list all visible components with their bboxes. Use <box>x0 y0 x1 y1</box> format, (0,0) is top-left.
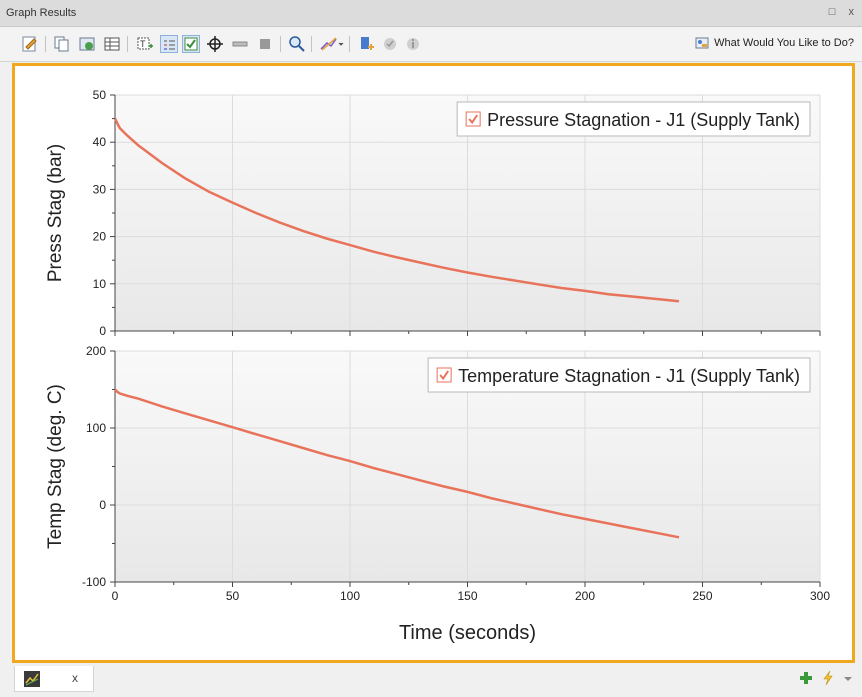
graph-tab[interactable]: x <box>14 666 94 692</box>
y-tick-label: 200 <box>86 344 106 358</box>
chart-area[interactable]: 0 10 20 30 40 50 Press Stag (bar) Pressure St… <box>15 66 852 660</box>
toolbar-separator <box>127 36 128 52</box>
y-tick-label: 10 <box>93 277 107 291</box>
zoom-icon[interactable] <box>288 35 306 53</box>
temperature-panel: -100 0 100 200 0 50 100 150 200 250 300 Temp Stag … <box>45 344 830 603</box>
y-tick-label: 0 <box>99 498 106 512</box>
export-image-icon[interactable] <box>78 35 96 53</box>
help-icon <box>695 37 709 49</box>
x-tick-label: 50 <box>226 589 240 603</box>
pressure-ticks: 0 10 20 30 40 50 <box>93 88 821 338</box>
add-tab-icon[interactable] <box>798 670 814 691</box>
x-axis-label: Time (seconds) <box>399 622 536 644</box>
edit-graph-icon[interactable] <box>21 35 39 53</box>
restore-button[interactable]: □ <box>828 6 836 18</box>
pressure-legend-label: Pressure Stagnation - J1 (Supply Tank) <box>487 110 800 130</box>
x-tick-label: 0 <box>112 589 119 603</box>
y-tick-label: 100 <box>86 421 106 435</box>
temperature-ticks: -100 0 100 200 0 50 100 150 200 250 300 <box>82 344 830 603</box>
temperature-y-axis-label: Temp Stag (deg. C) <box>45 384 66 549</box>
x-tick-label: 250 <box>692 589 712 603</box>
temperature-legend-label: Temperature Stagnation - J1 (Supply Tank… <box>458 366 800 386</box>
help-label: What Would You Like to Do? <box>714 37 854 49</box>
legend-icon[interactable] <box>160 35 178 53</box>
window-buttons: □ x <box>819 6 854 18</box>
line-style-icon[interactable] <box>319 35 345 53</box>
add-series-icon[interactable] <box>357 35 375 53</box>
crosshair-icon[interactable] <box>206 35 224 53</box>
window-title: Graph Results <box>6 7 77 19</box>
tab-close-icon[interactable]: x <box>72 671 78 685</box>
graph-tab-icon <box>24 671 40 687</box>
temperature-legend[interactable]: Temperature Stagnation - J1 (Supply Tank… <box>427 357 811 393</box>
temperature-legend-checkbox[interactable] <box>436 367 452 383</box>
svg-text:T: T <box>140 39 146 49</box>
pressure-panel: 0 10 20 30 40 50 Press Stag (bar) Pressure St… <box>45 88 821 338</box>
temperature-legend-check-icon <box>439 370 449 381</box>
y-tick-label: 40 <box>93 135 107 149</box>
copy-icon[interactable] <box>53 35 71 53</box>
stop-icon[interactable] <box>256 35 274 53</box>
add-text-icon[interactable]: T <box>136 35 154 53</box>
scale-bar-icon[interactable] <box>231 35 249 53</box>
temperature-legend-box <box>427 357 811 393</box>
help-button[interactable]: What Would You Like to Do? <box>695 36 854 50</box>
y-tick-label: 50 <box>93 88 107 102</box>
x-tick-label: 100 <box>340 589 360 603</box>
y-tick-label: 30 <box>93 182 107 196</box>
info-disabled-icon[interactable] <box>404 35 422 53</box>
bottom-right-buttons <box>792 670 854 691</box>
pressure-legend-check-icon <box>468 114 478 125</box>
pressure-legend-box <box>456 101 811 137</box>
check-disabled-icon[interactable] <box>381 35 399 53</box>
pressure-legend[interactable]: Pressure Stagnation - J1 (Supply Tank) <box>456 101 811 137</box>
pressure-legend-checkbox[interactable] <box>465 111 481 127</box>
x-tick-label: 200 <box>575 589 595 603</box>
graph-toolbar: T What Would You Like to Do? <box>0 27 862 62</box>
toolbar-separator <box>280 36 281 52</box>
x-tick-label: 150 <box>457 589 477 603</box>
dropdown-arrow-icon[interactable] <box>842 670 854 691</box>
checkbox-icon[interactable] <box>182 35 200 53</box>
temperature-series-line <box>114 388 680 539</box>
x-tick-label: 300 <box>810 589 830 603</box>
lightning-icon[interactable] <box>820 670 836 691</box>
y-tick-label: -100 <box>82 575 106 589</box>
table-icon[interactable] <box>103 35 121 53</box>
toolbar-separator <box>311 36 312 52</box>
toolbar-separator <box>45 36 46 52</box>
pressure-y-axis-label: Press Stag (bar) <box>45 144 66 282</box>
pressure-series-line <box>113 118 680 303</box>
bottom-tab-bar: x <box>0 664 862 697</box>
toolbar-separator <box>349 36 350 52</box>
close-button[interactable]: x <box>848 6 855 18</box>
chart-frame: 0 10 20 30 40 50 Press Stag (bar) Pressure St… <box>12 63 855 663</box>
y-tick-label: 20 <box>93 230 107 244</box>
y-tick-label: 0 <box>99 324 106 338</box>
window-titlebar: Graph Results □ x <box>0 0 862 27</box>
